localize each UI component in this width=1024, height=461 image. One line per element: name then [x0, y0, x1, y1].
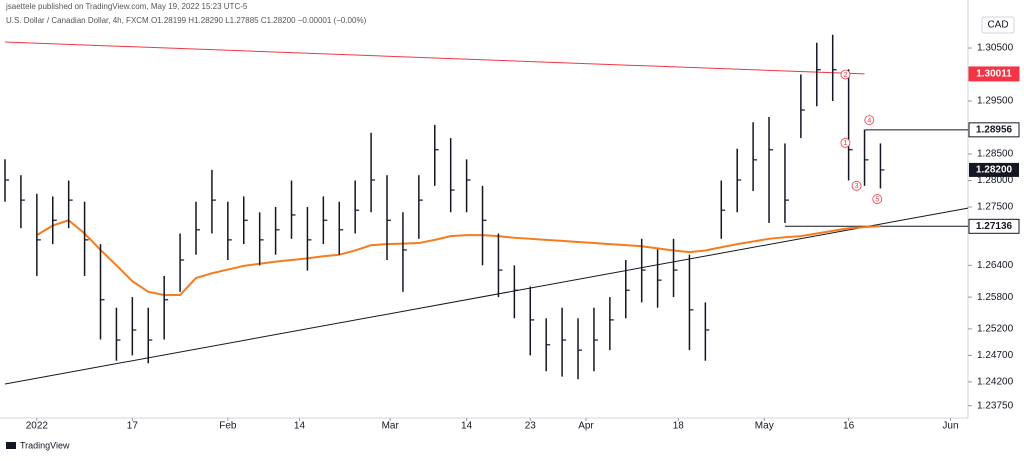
last-price-box	[969, 162, 1019, 177]
symbol-info: U.S. Dollar / Canadian Dollar, 4h, FXCM …	[6, 16, 367, 25]
x-tick-label: May	[755, 421, 774, 432]
wave-marker	[840, 69, 851, 80]
x-tick-label: Feb	[219, 421, 237, 432]
wave-label: 1	[843, 140, 847, 147]
x-tick-label: Jun	[942, 421, 958, 432]
brand[interactable]: TradingView	[20, 440, 70, 450]
drawn-line	[4, 207, 969, 385]
drawn-line	[4, 41, 865, 75]
wave-marker	[840, 137, 851, 148]
x-tick-label: Mar	[382, 421, 400, 432]
y-tick-label: 1.26400	[977, 260, 1014, 271]
y-tick-label: 1.30500	[977, 43, 1014, 54]
y-tick-label: 1.29500	[977, 96, 1014, 107]
price-label: 1.27136	[976, 221, 1013, 232]
wave-label: 5	[875, 196, 879, 203]
last-price-label: 1.28200	[976, 165, 1013, 176]
price-label: 1.28956	[976, 124, 1013, 135]
x-tick-label: 14	[461, 421, 473, 432]
y-tick-label: 1.27500	[977, 202, 1014, 213]
price-box	[968, 218, 1020, 234]
wave-marker	[851, 180, 862, 191]
currency[interactable]: CAD	[987, 20, 1008, 31]
wave-label: 2	[843, 72, 847, 79]
price-box	[968, 66, 1020, 82]
y-tick-label: 1.28500	[977, 149, 1014, 160]
x-tick-label: 16	[843, 421, 855, 432]
y-tick-label: 1.28000	[977, 175, 1014, 186]
wave-label: 3	[855, 183, 859, 190]
moving-average	[36, 219, 881, 296]
x-tick-label: 17	[127, 421, 139, 432]
header: jsaettele published on TradingView.com, …	[5, 2, 248, 11]
x-tick-label: Apr	[578, 421, 594, 432]
x-tick-label: 23	[525, 421, 537, 432]
price-box	[968, 122, 1020, 138]
wave-marker	[872, 194, 883, 204]
price-label: 1.30011	[976, 69, 1012, 80]
y-tick-label: 1.24200	[977, 377, 1014, 388]
y-tick-label: 1.23750	[977, 400, 1014, 411]
y-tick-label: 1.24700	[977, 350, 1014, 361]
wave-marker	[864, 115, 875, 125]
y-tick-label: 1.25800	[977, 292, 1014, 303]
x-tick-label: 2022	[26, 421, 49, 432]
wave-label: 4	[867, 117, 871, 124]
x-tick-label: 14	[294, 421, 306, 432]
y-tick-label: 1.25200	[977, 324, 1014, 335]
x-tick-label: 18	[673, 421, 685, 432]
